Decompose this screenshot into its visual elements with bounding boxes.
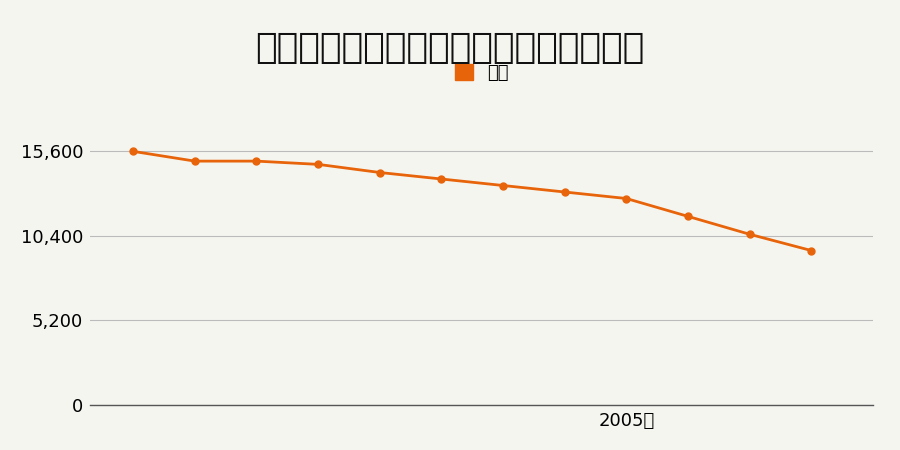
Text: 宮城県石巻市大瓜字箕輪６番の地価推移: 宮城県石巻市大瓜字箕輪６番の地価推移 [256, 32, 644, 66]
Legend: 価格: 価格 [447, 57, 516, 90]
